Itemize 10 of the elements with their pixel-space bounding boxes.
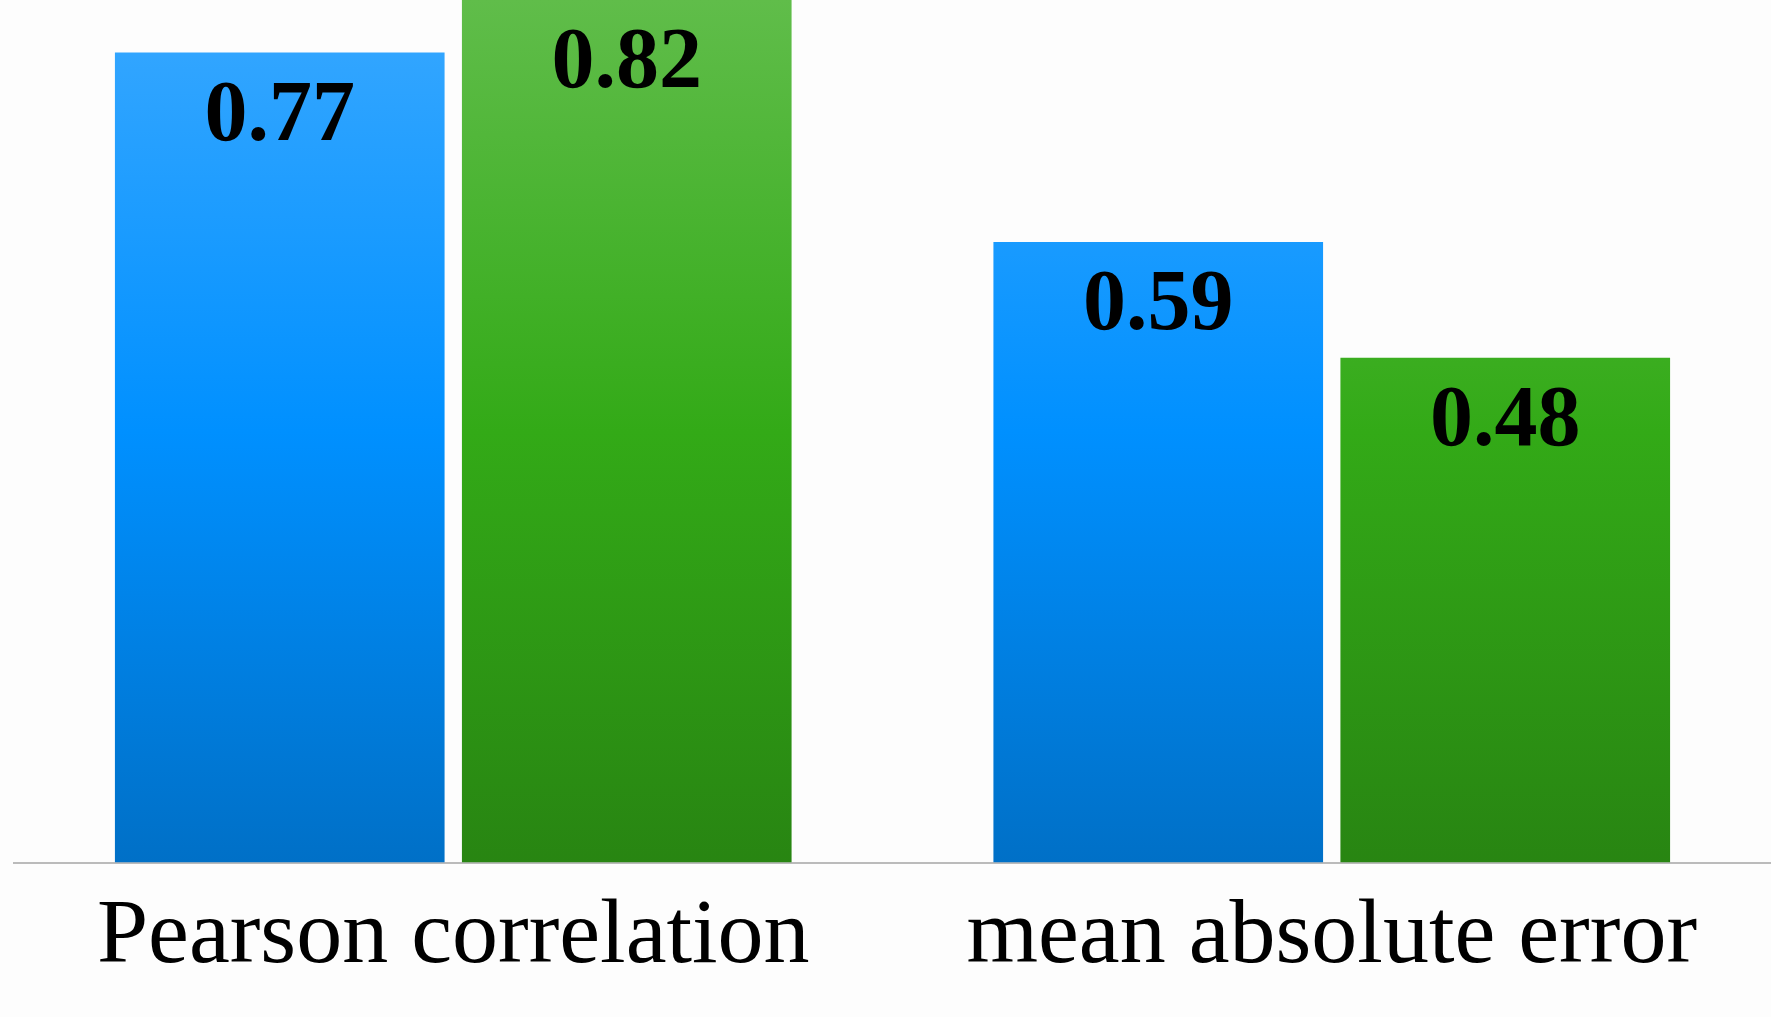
data-label: 0.77 xyxy=(204,62,355,159)
data-label: 0.82 xyxy=(551,10,702,107)
bar xyxy=(114,52,445,863)
x-tick-label: mean absolute error xyxy=(966,879,1698,982)
data-label: 0.59 xyxy=(1083,252,1234,349)
bar xyxy=(1340,357,1671,863)
data-label: 0.48 xyxy=(1430,367,1581,464)
x-tick-label: Pearson correlation xyxy=(96,879,810,982)
bar xyxy=(993,241,1324,863)
bar xyxy=(461,0,792,863)
